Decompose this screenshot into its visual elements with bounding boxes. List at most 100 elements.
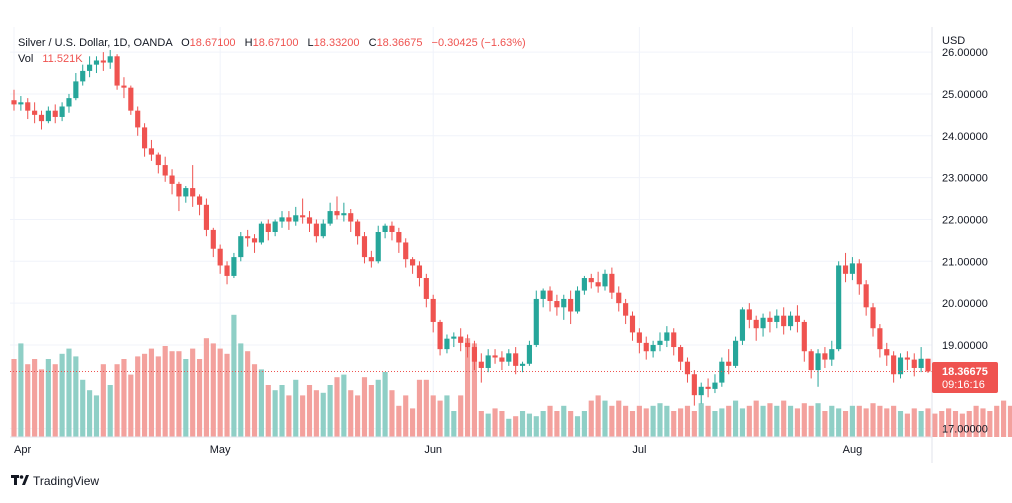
candle-body [684,361,691,375]
candle-down [389,221,395,241]
candle-up [73,73,79,101]
candle-up [698,382,704,404]
candle-body [155,154,161,166]
candle-down [265,219,271,241]
volume-bar [946,408,952,437]
candle-up [107,50,113,69]
candle-up [739,307,746,345]
candle-body [135,110,141,128]
candle-body [128,87,134,111]
volume-bar [629,411,636,437]
volume-bar [526,413,532,437]
candle-body [629,315,636,333]
volume-bar [588,400,594,437]
volume-bar [437,400,443,437]
time-axis[interactable]: AprMayJunJulAugSepOct [14,444,1012,456]
candle-body [341,213,347,216]
candle-down [52,104,58,124]
candle-body [787,315,794,327]
volume-bar [911,408,917,437]
candle-down [416,261,423,287]
volume-bar [238,343,244,437]
candle-up [519,361,526,373]
candle-down [203,198,209,237]
volume-bar [939,411,945,437]
candle-up [59,102,65,122]
volume-bar [698,403,704,437]
candle-body [300,215,306,218]
candle-body [437,321,443,350]
volume-bar [1001,400,1007,437]
volume-bar [994,405,1000,437]
candle-up [787,311,794,331]
volume-bar [403,395,409,437]
candle-down [568,290,574,325]
open-value: 18.67100 [190,37,236,49]
legend-volume[interactable]: Vol 11.521K [18,53,83,65]
volume-bar [320,392,326,437]
volume-bar [540,411,546,437]
tradingview-logo[interactable]: TradingView [11,474,99,488]
candle-body [107,56,113,63]
volume-bar [18,343,24,437]
candle-down [492,349,498,364]
volume-bar [767,403,773,437]
change-value: −0.30425 (−1.63%) [432,37,526,49]
open-label: O [181,37,190,49]
volume-bar [650,405,656,437]
volume-bar [499,411,505,437]
candle-body [18,102,24,105]
volume-bar [836,408,842,437]
candle-body [355,221,361,237]
candle-body [519,363,526,366]
time-tick-label: Apr [14,444,31,456]
candle-body [32,110,38,115]
volume-bar [45,359,51,437]
volume-bar [286,395,292,437]
candle-up [733,336,739,368]
candle-body [87,64,93,71]
volume-bar [135,356,141,437]
candle-down [629,311,636,341]
volume-bar [616,400,622,437]
candle-up [320,219,326,239]
volume-bar [458,395,464,437]
volume-bar [980,408,986,437]
candle-down [162,156,168,182]
candle-down [636,328,642,354]
volume-bar [183,359,189,437]
candle-body [540,290,546,299]
volume-bar [1007,405,1012,437]
volume-bar [355,395,361,437]
candle-body [568,298,574,312]
volume-bar [678,408,684,437]
volume-bar [533,416,539,437]
candle-body [464,342,471,348]
volume-bar [808,405,814,437]
candle-down [196,194,203,216]
volume-bar [327,385,333,437]
time-tick-label: Aug [843,444,863,456]
legend-ohlc[interactable]: Silver / U.S. Dollar, 1D, OANDA O18.6710… [18,37,526,49]
volume-bar [781,400,787,437]
candle-body [320,223,326,237]
candle-body [478,361,484,368]
volume-bar [423,379,429,437]
candle-down [609,267,615,299]
price-axis[interactable]: 26.00000 25.00000 24.00000 23.00000 22.00000… [942,47,988,436]
volume-bar [568,411,574,437]
volume-bar [361,377,368,437]
volume-bar [506,418,512,437]
candle-body [389,225,395,232]
candle-body [176,183,182,197]
time-tick-label: Jun [424,444,442,456]
candle-up [327,202,333,226]
volume-bar [863,408,869,437]
candle-body [52,110,58,117]
high-label: H [245,37,253,49]
volume-bar [842,411,849,437]
volume-bar [822,411,828,437]
candle-down [458,328,464,352]
